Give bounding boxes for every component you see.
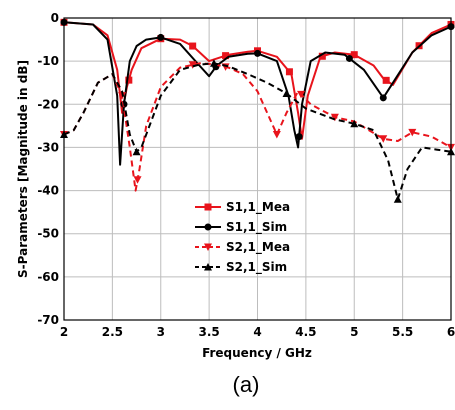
data-point-s1-1-mea [222, 52, 230, 60]
tick-labels: 2 2.5 3 3.5 4 4.5 5 5.5 6 0 -10 -20 -30 -40 -50 -60 -70 [37, 11, 455, 339]
y-tick-label: -20 [37, 97, 59, 111]
x-tick-label: 3.5 [198, 325, 219, 339]
legend-marker [204, 203, 212, 211]
legend-label: S2,1_Mea [226, 240, 290, 255]
series-line-s2-1-sim [63, 62, 452, 201]
legend: S1,1_Mea S1,1_Sim S2,1_Mea S2,1_Sim [195, 200, 290, 275]
legend-item-s2-1-sim: S2,1_Sim [195, 260, 287, 275]
series-s2-1-mea [60, 61, 455, 192]
y-tick-label: -60 [37, 270, 59, 284]
y-tick-label: -50 [37, 227, 59, 241]
data-point-s2-1-sim [350, 119, 359, 128]
legend-item-s1-1-mea: S1,1_Mea [195, 200, 290, 215]
data-point-s1-1-mea [350, 51, 358, 59]
series-layer [60, 18, 455, 203]
data-point-s2-1-sim [209, 59, 218, 67]
data-point-s1-1-mea [382, 76, 390, 84]
legend-marker [204, 223, 212, 231]
plot-frame [63, 17, 452, 321]
data-point-s2-1-sim [132, 147, 141, 156]
data-point-s2-1-mea [133, 176, 142, 184]
data-point-s2-1-mea [379, 135, 388, 143]
data-point-s2-1-sim [282, 89, 291, 97]
data-point-s1-1-mea [285, 68, 293, 76]
data-point-s2-1-mea [297, 90, 306, 99]
x-tick-label: 6 [447, 325, 455, 339]
legend-item-s1-1-sim: S1,1_Sim [195, 220, 287, 235]
y-axis-title: S-Parameters [Magnitude in dB] [16, 60, 30, 278]
y-tick-label: -10 [37, 54, 59, 68]
data-point-s2-1-mea [330, 113, 339, 122]
y-tick-label: -70 [37, 313, 59, 327]
legend-marker [204, 263, 212, 271]
series-s2-1-sim [60, 59, 455, 203]
data-point-s2-1-mea [408, 128, 417, 137]
x-tick-label: 2 [60, 325, 68, 339]
legend-item-s2-1-mea: S2,1_Mea [195, 240, 290, 255]
legend-label: S1,1_Sim [226, 220, 287, 235]
legend-label: S1,1_Mea [226, 200, 290, 215]
data-point-s1-1-sim [295, 133, 303, 141]
x-axis-title: Frequency / GHz [202, 346, 312, 360]
x-tick-label: 5 [350, 325, 358, 339]
x-tick-label: 3 [157, 325, 165, 339]
data-point-s1-1-mea [125, 76, 133, 84]
data-point-s1-1-sim [345, 54, 353, 62]
data-point-s2-1-mea [272, 130, 281, 139]
data-point-s2-1-sim [393, 195, 402, 203]
y-tick-label: 0 [51, 11, 59, 25]
data-point-s1-1-sim [157, 33, 165, 41]
x-tick-label: 2.5 [102, 325, 123, 339]
series-line-s2-1-mea [63, 62, 452, 192]
y-tick-label: -40 [37, 184, 59, 198]
legend-marker [204, 243, 212, 251]
data-point-s1-1-sim [379, 94, 387, 102]
figure-caption: (a) [233, 372, 260, 397]
legend-label: S2,1_Sim [226, 260, 287, 275]
data-point-s1-1-sim [254, 49, 261, 57]
x-tick-label: 5.5 [392, 325, 413, 339]
y-tick-label: -30 [37, 140, 59, 154]
x-tick-label: 4 [253, 325, 261, 339]
x-tick-label: 4.5 [295, 325, 316, 339]
data-point-s1-1-mea [189, 42, 197, 50]
data-point-s2-1-mea [188, 61, 197, 69]
data-point-s1-1-mea [318, 52, 326, 60]
